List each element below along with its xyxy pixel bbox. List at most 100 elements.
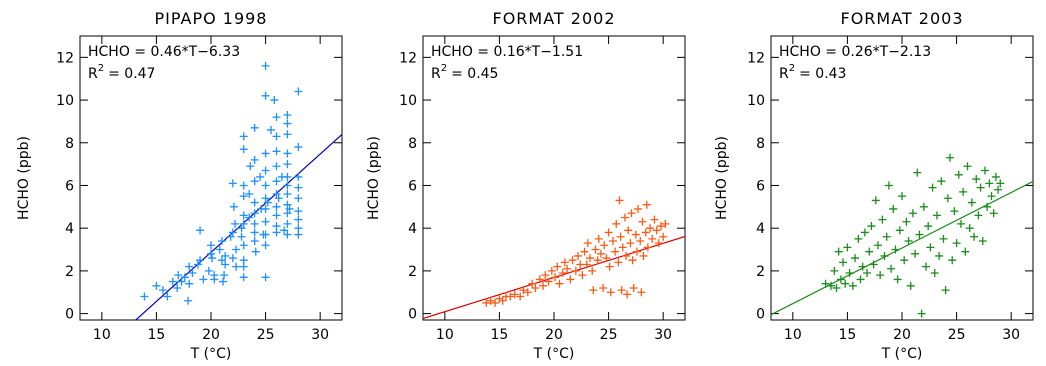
data-point (629, 283, 638, 292)
data-points (821, 153, 1005, 318)
data-point (226, 232, 235, 241)
data-point (535, 275, 544, 284)
data-point (221, 260, 230, 269)
data-point (217, 256, 226, 265)
data-point (272, 202, 281, 211)
data-point (283, 149, 292, 158)
x-tick-label: 25 (948, 327, 966, 343)
data-point (280, 226, 289, 235)
data-point (858, 262, 867, 271)
data-point (551, 273, 560, 282)
data-point (237, 224, 246, 233)
data-point (491, 298, 500, 307)
data-point (541, 271, 550, 280)
data-point (867, 222, 876, 231)
data-point (283, 200, 292, 209)
data-point (865, 247, 874, 256)
y-tick-label: 2 (756, 264, 765, 280)
data-point (646, 224, 655, 233)
data-point (987, 192, 996, 201)
data-point (917, 309, 926, 318)
data-point (659, 232, 668, 241)
data-point (294, 207, 303, 216)
data-point (261, 166, 270, 175)
y-axis-label: HCHO (ppb) (16, 136, 32, 220)
data-point (482, 298, 491, 307)
data-point (199, 275, 208, 284)
data-point (553, 262, 562, 271)
data-point (528, 279, 537, 288)
data-point (614, 258, 623, 267)
data-point (486, 296, 495, 305)
data-point (272, 132, 281, 141)
data-point (654, 239, 663, 248)
data-point (845, 269, 854, 278)
data-point (994, 185, 1003, 194)
x-tick-label: 20 (202, 327, 220, 343)
data-point (961, 247, 970, 256)
data-point (272, 113, 281, 122)
data-point (158, 286, 167, 295)
y-tick-label: 10 (747, 93, 765, 109)
data-point (985, 179, 994, 188)
data-point (841, 279, 850, 288)
data-point (272, 162, 281, 171)
data-point (228, 228, 237, 237)
x-axis-label: T (°C) (881, 346, 923, 362)
data-point (294, 172, 303, 181)
data-point (578, 271, 587, 280)
y-tick-label: 4 (756, 221, 765, 237)
data-point (283, 181, 292, 190)
data-point (854, 234, 863, 243)
data-point (880, 251, 889, 260)
data-point (256, 172, 265, 181)
data-point (239, 192, 248, 201)
data-point (272, 211, 281, 220)
data-point (836, 275, 845, 284)
x-tick-label: 30 (654, 327, 672, 343)
data-point (636, 236, 645, 245)
data-point (250, 198, 259, 207)
data-point (623, 290, 632, 299)
data-point (604, 228, 613, 237)
data-point (620, 213, 629, 222)
data-point (245, 213, 254, 222)
data-point (904, 236, 913, 245)
data-point (294, 215, 303, 224)
data-point (599, 283, 608, 292)
y-tick-label: 8 (756, 136, 765, 152)
data-point (939, 234, 948, 243)
data-point (207, 249, 215, 258)
scatter-panel-format-2003: FORMAT 2003 10 15 20 25 30 0 2 4 6 8 10 12 HCHO = 0… (714, 9, 1034, 362)
data-point (568, 256, 577, 265)
axis-ticks: 10 15 20 25 30 0 2 4 6 8 10 12 (747, 36, 1033, 343)
data-point (634, 204, 643, 213)
data-point (180, 273, 189, 282)
x-tick-label: 20 (545, 327, 563, 343)
data-point (600, 241, 609, 250)
data-point (956, 219, 965, 228)
y-tick-label: 0 (756, 307, 765, 323)
r-squared-label: R2 = 0.45 (431, 63, 498, 82)
data-point (948, 256, 957, 265)
y-tick-label: 10 (56, 93, 74, 109)
r-squared-exponent: 2 (441, 63, 447, 74)
regression-equation: HCHO = 0.16*T−1.51 (431, 44, 583, 60)
data-point (976, 183, 985, 192)
data-point (851, 254, 860, 263)
data-point (294, 87, 303, 96)
data-point (283, 190, 292, 199)
x-tick-label: 10 (93, 327, 111, 343)
data-point (869, 260, 878, 269)
data-point (193, 260, 202, 269)
panel-title: FORMAT 2003 (841, 9, 964, 28)
data-point (594, 234, 603, 243)
data-point (239, 262, 248, 271)
data-point (196, 226, 205, 235)
data-point (560, 258, 569, 267)
data-point (648, 234, 657, 243)
data-point (596, 249, 605, 258)
data-point (294, 143, 303, 152)
data-point (906, 281, 915, 290)
